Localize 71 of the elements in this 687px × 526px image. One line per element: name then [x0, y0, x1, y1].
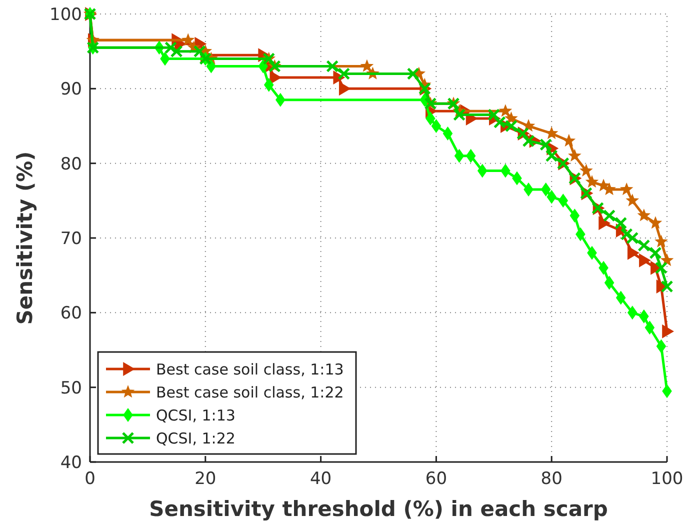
point [570, 208, 580, 223]
point [644, 320, 655, 335]
x-tick-label: 80 [540, 469, 562, 489]
x-tick-label: 20 [194, 469, 216, 489]
point [466, 148, 476, 163]
x-tick-label: 40 [310, 469, 332, 489]
point [326, 60, 339, 73]
point [616, 290, 626, 305]
point [598, 216, 611, 230]
legend-label: Best case soil class, 1:22 [156, 383, 344, 402]
point [660, 253, 674, 266]
point [498, 104, 512, 117]
point [181, 33, 195, 46]
point [431, 119, 442, 133]
point [656, 339, 666, 354]
point [660, 280, 674, 293]
x-tick-label: 0 [84, 469, 96, 489]
point [568, 148, 582, 162]
point [477, 164, 488, 178]
y-tick-label: 90 [60, 80, 82, 100]
x-tick-label: 100 [650, 469, 684, 489]
point [627, 246, 640, 260]
x-tick-label: 60 [425, 469, 448, 489]
point [522, 134, 535, 148]
point [654, 234, 668, 248]
point [604, 276, 614, 290]
point [545, 150, 558, 162]
point [638, 239, 650, 252]
point [614, 216, 628, 230]
point [603, 209, 616, 222]
point [170, 45, 183, 58]
point [620, 228, 633, 241]
legend-label: Best case soil class, 1:13 [156, 360, 344, 378]
y-tick-label: 80 [60, 154, 82, 174]
point [360, 59, 374, 72]
point [626, 232, 639, 244]
point [338, 82, 351, 96]
y-tick-label: 60 [60, 304, 82, 324]
legend-label: QCSI, 1:13 [156, 406, 236, 424]
point [585, 175, 599, 188]
point [406, 67, 420, 80]
point [626, 194, 640, 206]
point [637, 208, 651, 222]
point [558, 194, 568, 208]
point [164, 41, 178, 54]
point [580, 164, 593, 176]
y-axis-title: Sensitivity (%) [13, 151, 37, 325]
point [540, 182, 551, 196]
point [193, 45, 206, 58]
point [453, 108, 466, 122]
point [648, 216, 662, 229]
y-tick-label: 70 [60, 228, 82, 249]
legend-label: QCSI, 1:22 [156, 429, 236, 448]
point [627, 306, 638, 320]
point [649, 246, 662, 260]
y-tick-label: 40 [60, 452, 82, 473]
y-tick-label: 100 [50, 4, 82, 25]
point [540, 138, 552, 151]
point [662, 324, 674, 338]
point [620, 182, 634, 196]
x-axis-title: Sensitivity threshold (%) in each scarp [149, 497, 608, 521]
point [488, 108, 500, 122]
point [562, 134, 576, 147]
point [454, 148, 464, 163]
point [639, 253, 651, 268]
point [338, 67, 350, 80]
point [654, 262, 668, 274]
point [206, 59, 216, 74]
point [264, 78, 274, 92]
y-tick-label: 50 [60, 378, 82, 398]
point [442, 126, 453, 140]
